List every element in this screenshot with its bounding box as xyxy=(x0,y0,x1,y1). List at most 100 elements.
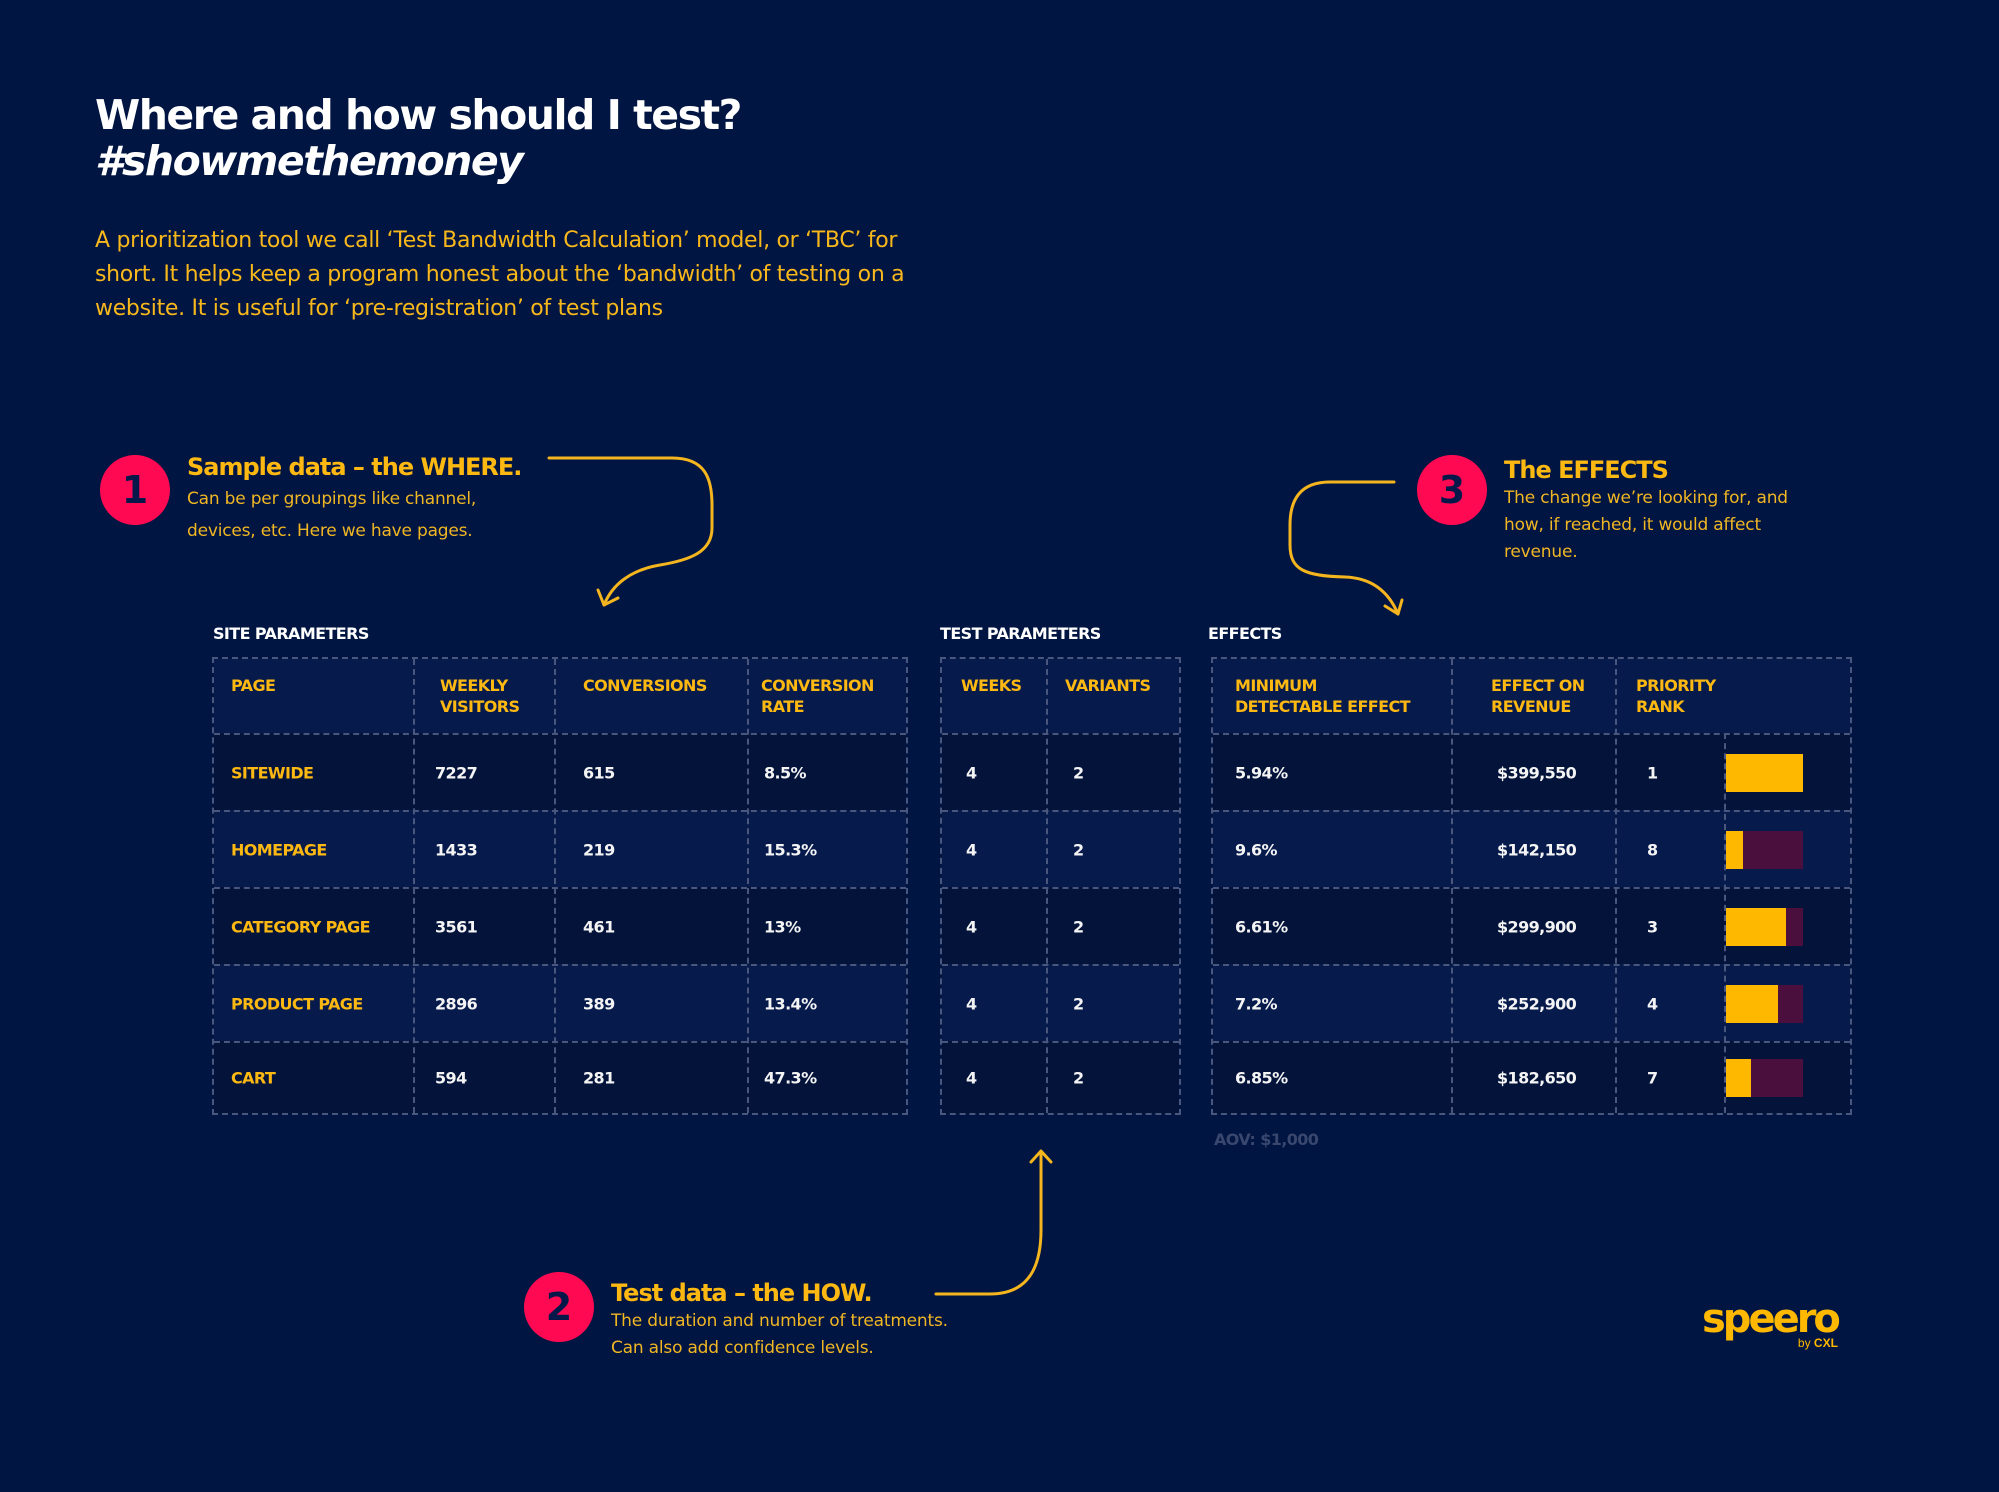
site-parameters-label: SITE PARAMETERS xyxy=(213,624,369,643)
table-row: CART 594 281 47.3% xyxy=(214,1041,906,1113)
weekly-visitors-value: 1433 xyxy=(435,840,478,859)
column-divider xyxy=(554,659,556,1113)
page-name: HOMEPAGE xyxy=(231,840,327,859)
weekly-visitors-value: 3561 xyxy=(435,917,478,936)
callout-effects: 3 The EFFECTS The change we’re looking f… xyxy=(1417,455,1788,566)
table-header-row: PAGE WEEKLY VISITORS CONVERSIONS CONVERSI… xyxy=(214,659,906,733)
weekly-visitors-value: 594 xyxy=(435,1068,467,1088)
table-row: 4 2 xyxy=(942,1041,1179,1113)
revenue-value: $182,650 xyxy=(1497,1068,1577,1088)
conversions-value: 389 xyxy=(583,994,615,1013)
revenue-value: $252,900 xyxy=(1497,994,1577,1013)
rank-value: 4 xyxy=(1647,994,1658,1013)
intro-paragraph: A prioritization tool we call ‘Test Band… xyxy=(95,228,905,321)
callout-body-line: Can also add confidence levels. xyxy=(611,1338,874,1358)
weeks-value: 4 xyxy=(966,1068,977,1088)
table-row: 4 2 xyxy=(942,964,1179,1041)
weekly-visitors-value: 7227 xyxy=(435,763,478,782)
table-row: HOMEPAGE 1433 219 15.3% xyxy=(214,810,906,887)
column-header-weekly-visitors: WEEKLY VISITORS xyxy=(440,676,520,716)
table-row: 9.6% $142,150 8 xyxy=(1213,810,1850,887)
priority-bar xyxy=(1726,907,1803,946)
site-parameters-table: PAGE WEEKLY VISITORS CONVERSIONS CONVERSI… xyxy=(212,657,908,1115)
test-parameters-label: TEST PARAMETERS xyxy=(940,624,1101,643)
column-header-effect-on-revenue: EFFECT ON REVENUE xyxy=(1491,676,1585,716)
page-name: CATEGORY PAGE xyxy=(231,917,371,936)
table-row: CATEGORY PAGE 3561 461 13% xyxy=(214,887,906,964)
column-header-weeks: WEEKS xyxy=(961,676,1022,695)
variants-value: 2 xyxy=(1073,1068,1084,1088)
priority-bar xyxy=(1726,753,1803,792)
table-row: 4 2 xyxy=(942,810,1179,887)
callout-body-line: The duration and number of treatments. xyxy=(611,1311,948,1331)
weeks-value: 4 xyxy=(966,994,977,1013)
table-row: 4 2 xyxy=(942,887,1179,964)
table-row: 4 2 xyxy=(942,733,1179,810)
rank-value: 1 xyxy=(1647,763,1658,782)
priority-bar-fill xyxy=(1726,753,1803,792)
step-badge-1: 1 xyxy=(100,455,170,525)
table-row: SITEWIDE 7227 615 8.5% xyxy=(214,733,906,810)
aov-note: AOV: $1,000 xyxy=(1214,1130,1319,1149)
page-name: PRODUCT PAGE xyxy=(231,994,363,1013)
conversion-rate-value: 8.5% xyxy=(764,763,807,782)
logo-byline: by CXL xyxy=(1797,1336,1838,1350)
priority-bar-fill xyxy=(1726,984,1778,1023)
arrow-icon xyxy=(934,1150,1043,1296)
callout-body-line: Can be per groupings like channel, xyxy=(187,489,477,509)
table-header-row: WEEKS VARIANTS xyxy=(942,659,1179,733)
page-title: Where and how should I test? #showmethem… xyxy=(95,91,742,185)
callout-title: Test data – the HOW. xyxy=(611,1279,873,1307)
conversion-rate-value: 13.4% xyxy=(764,994,817,1013)
logo-wordmark: speero xyxy=(1702,1296,1841,1342)
priority-bar-fill xyxy=(1726,907,1787,946)
conversion-rate-value: 47.3% xyxy=(764,1068,817,1088)
priority-bar xyxy=(1726,1059,1803,1097)
rank-value: 3 xyxy=(1647,917,1658,936)
callout-body-line: revenue. xyxy=(1504,542,1578,562)
column-divider xyxy=(413,659,415,1113)
table-row: 6.61% $299,900 3 xyxy=(1213,887,1850,964)
column-header-mde: MINIMUM DETECTABLE EFFECT xyxy=(1235,676,1411,716)
column-divider xyxy=(1724,733,1726,1113)
column-header-priority-rank: PRIORITY RANK xyxy=(1636,676,1716,716)
step-badge-3: 3 xyxy=(1417,455,1487,525)
arrow-icon xyxy=(547,456,714,607)
priority-bar xyxy=(1726,984,1803,1023)
variants-value: 2 xyxy=(1073,840,1084,859)
conversion-rate-value: 15.3% xyxy=(764,840,817,859)
weeks-value: 4 xyxy=(966,763,977,782)
effects-label: EFFECTS xyxy=(1208,624,1282,643)
callout-where: 1 Sample data – the WHERE. Can be per gr… xyxy=(100,453,522,548)
weeks-value: 4 xyxy=(966,917,977,936)
variants-value: 2 xyxy=(1073,994,1084,1013)
page-name: SITEWIDE xyxy=(231,763,314,782)
column-divider xyxy=(747,659,749,1113)
variants-value: 2 xyxy=(1073,917,1084,936)
mde-value: 7.2% xyxy=(1235,994,1278,1013)
effects-table: MINIMUM DETECTABLE EFFECT EFFECT ON REVENU… xyxy=(1211,657,1852,1115)
column-header-conversion-rate: CONVERSION RATE xyxy=(761,676,874,716)
table-row: PRODUCT PAGE 2896 389 13.4% xyxy=(214,964,906,1041)
table-row: 7.2% $252,900 4 xyxy=(1213,964,1850,1041)
mde-value: 9.6% xyxy=(1235,840,1278,859)
callout-how: 2 Test data – the HOW. The duration and … xyxy=(524,1272,948,1362)
priority-bar-fill xyxy=(1726,830,1743,869)
mde-value: 6.85% xyxy=(1235,1068,1288,1088)
table-header-row: MINIMUM DETECTABLE EFFECT EFFECT ON REVENU… xyxy=(1213,659,1850,733)
weekly-visitors-value: 2896 xyxy=(435,994,478,1013)
conversions-value: 615 xyxy=(583,763,615,782)
priority-bar xyxy=(1726,830,1803,869)
arrow-icon xyxy=(1288,480,1400,616)
arrowhead-icon xyxy=(596,588,620,607)
revenue-value: $142,150 xyxy=(1497,840,1577,859)
column-divider xyxy=(1615,659,1617,1113)
speero-logo: speero by CXL xyxy=(1702,1296,1841,1350)
column-header-variants: VARIANTS xyxy=(1065,676,1151,695)
conversion-rate-value: 13% xyxy=(764,917,801,936)
test-parameters-table: WEEKS VARIANTS 4 2 4 2 4 2 4 2 4 2 xyxy=(940,657,1181,1115)
column-header-page: PAGE xyxy=(231,676,276,695)
title-hashtag: #showmethemoney xyxy=(95,137,524,185)
rank-value: 7 xyxy=(1647,1068,1658,1088)
title-text: Where and how should I test? xyxy=(95,91,742,139)
